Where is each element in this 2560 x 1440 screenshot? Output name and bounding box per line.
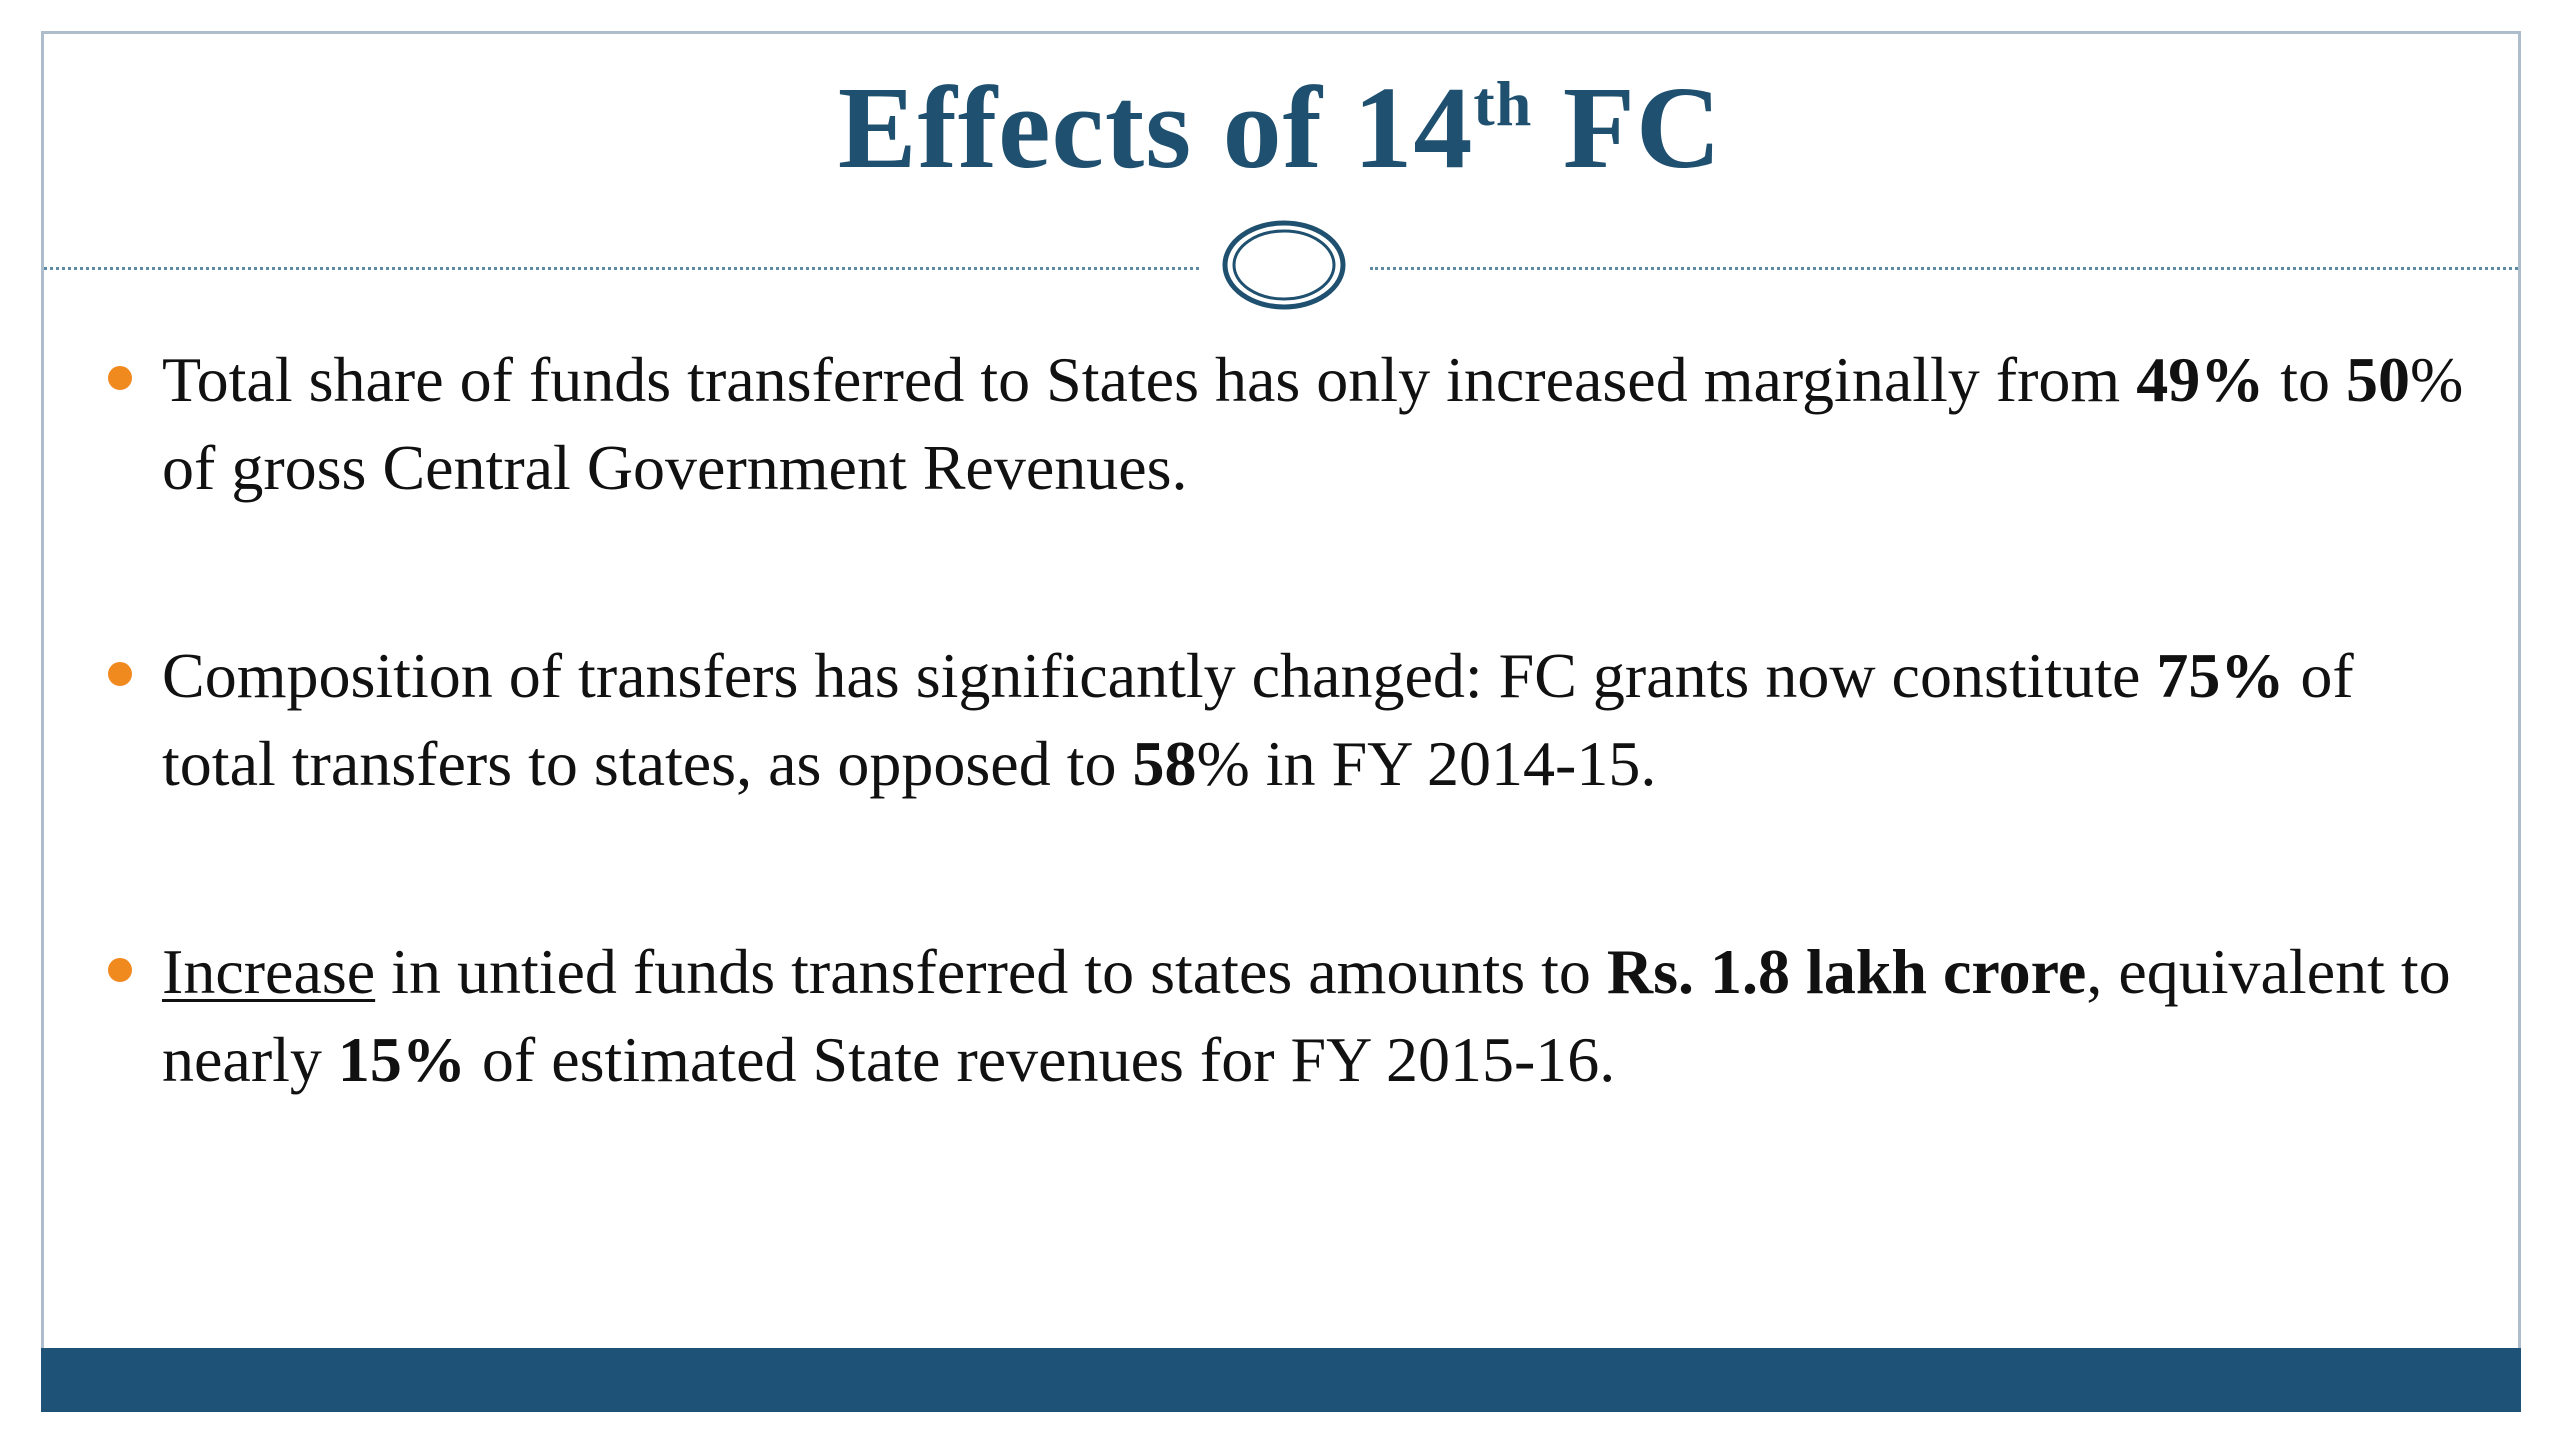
bullet-text-part: to xyxy=(2264,344,2346,415)
bullet-dot-icon xyxy=(108,366,132,390)
bullet-text-part: % in FY 2014-15. xyxy=(1196,728,1657,799)
bullet-dot-icon xyxy=(108,662,132,686)
slide-title: Effects of 14th FC xyxy=(0,58,2560,198)
divider-ornament-icon xyxy=(1222,220,1346,310)
title-divider-left xyxy=(44,267,1199,270)
bullet-text-part: of estimated State revenues for FY 2015-… xyxy=(465,1024,1616,1095)
bullet-text-part: Composition of transfers has significant… xyxy=(162,640,2157,711)
bullet-underlined-word: Increase xyxy=(162,936,376,1007)
bullet-text: Increase in untied funds transferred to … xyxy=(162,928,2482,1104)
bullet-bold-value: 58 xyxy=(1132,728,1197,799)
bullet-dot-icon xyxy=(108,958,132,982)
title-divider-right xyxy=(1370,267,2518,270)
bullet-text-part: Total share of funds transferred to Stat… xyxy=(162,344,2137,415)
bullet-text: Composition of transfers has significant… xyxy=(162,632,2482,808)
bullet-text-part: , equivalent to nearly xyxy=(162,936,2451,1095)
title-end: FC xyxy=(1532,62,1723,193)
footer-bar xyxy=(41,1348,2521,1412)
bullet-bold-value: 50 xyxy=(2345,344,2410,415)
title-superscript: th xyxy=(1473,68,1533,139)
bullet-text-part: % of gross Central Government Revenues. xyxy=(162,344,2464,503)
bullet-bold-value: 15% xyxy=(337,1024,466,1095)
bullet-bold-value: Rs. 1.8 lakh crore xyxy=(1606,936,2087,1007)
bullet-bold-value: 75% xyxy=(2156,640,2285,711)
bullet-text-part: in untied funds transferred to states am… xyxy=(375,936,1607,1007)
title-main: Effects of 14 xyxy=(837,62,1474,193)
bullet-bold-value: 49% xyxy=(2136,344,2265,415)
bullet-text: Total share of funds transferred to Stat… xyxy=(162,336,2482,512)
bullet-text-part: of total transfers to states, as opposed… xyxy=(162,640,2354,799)
